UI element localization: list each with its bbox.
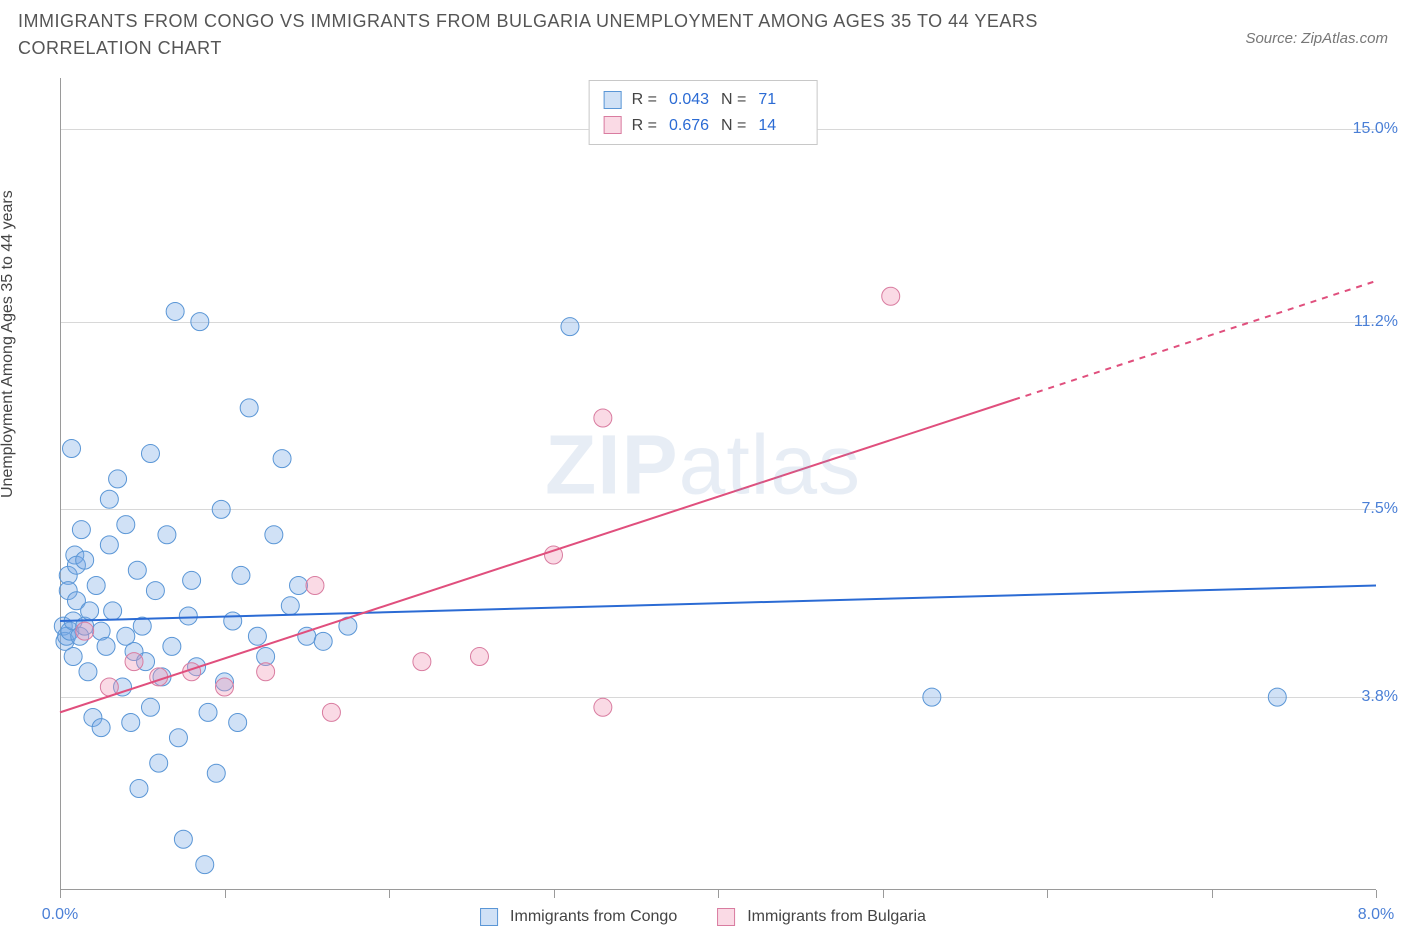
point-bulgaria (470, 648, 488, 666)
y-tick-label: 3.8% (1362, 688, 1398, 706)
point-bulgaria (76, 622, 94, 640)
point-congo (87, 577, 105, 595)
point-congo (81, 602, 99, 620)
point-congo (191, 313, 209, 331)
point-congo (207, 764, 225, 782)
legend-item-bulgaria: Immigrants from Bulgaria (717, 908, 926, 926)
point-congo (141, 698, 159, 716)
trendline-bulgaria-dashed (1014, 281, 1376, 400)
point-congo (229, 714, 247, 732)
trendline-congo (60, 586, 1376, 622)
point-congo (224, 612, 242, 630)
point-bulgaria (257, 663, 275, 681)
point-bulgaria (322, 703, 340, 721)
stat-r-bulgaria: 0.676 (663, 113, 715, 139)
stat-n-bulgaria: 14 (752, 113, 802, 139)
point-congo (561, 318, 579, 336)
point-congo (76, 551, 94, 569)
stats-legend: R = 0.043 N = 71 R = 0.676 N = 14 (589, 80, 818, 145)
point-congo (240, 399, 258, 417)
stat-n-label: N = (721, 113, 746, 139)
point-bulgaria (882, 287, 900, 305)
point-congo (104, 602, 122, 620)
swatch-congo (604, 91, 622, 109)
trendline-bulgaria-solid (60, 400, 1014, 713)
swatch-bulgaria (604, 116, 622, 134)
plot-area: Unemployment Among Ages 35 to 44 years Z… (0, 68, 1406, 930)
series-legend: Immigrants from Congo Immigrants from Bu… (480, 908, 926, 926)
point-congo (109, 470, 127, 488)
x-tick-label: 0.0% (42, 906, 78, 924)
point-congo (199, 703, 217, 721)
point-congo (122, 714, 140, 732)
stat-r-congo: 0.043 (663, 87, 715, 113)
chart-title: IMMIGRANTS FROM CONGO VS IMMIGRANTS FROM… (18, 8, 1118, 62)
point-congo (63, 439, 81, 457)
stats-row-bulgaria: R = 0.676 N = 14 (604, 113, 803, 139)
point-congo (92, 719, 110, 737)
point-congo (166, 302, 184, 320)
stat-n-label: N = (721, 87, 746, 113)
point-congo (100, 490, 118, 508)
point-congo (79, 663, 97, 681)
stat-n-congo: 71 (752, 87, 802, 113)
legend-label-bulgaria: Immigrants from Bulgaria (747, 908, 926, 926)
y-tick-label: 15.0% (1353, 120, 1398, 138)
point-congo (100, 536, 118, 554)
point-congo (174, 830, 192, 848)
point-congo (232, 566, 250, 584)
point-congo (130, 780, 148, 798)
point-congo (290, 577, 308, 595)
point-bulgaria (306, 577, 324, 595)
swatch-congo (480, 908, 498, 926)
legend-item-congo: Immigrants from Congo (480, 908, 677, 926)
point-bulgaria (413, 653, 431, 671)
chart-header: IMMIGRANTS FROM CONGO VS IMMIGRANTS FROM… (0, 0, 1406, 66)
point-congo (163, 637, 181, 655)
point-congo (183, 571, 201, 589)
point-congo (150, 754, 168, 772)
point-congo (97, 637, 115, 655)
stat-r-label: R = (632, 87, 657, 113)
point-congo (169, 729, 187, 747)
scatter-svg (0, 68, 1406, 930)
point-congo (281, 597, 299, 615)
point-congo (1268, 688, 1286, 706)
stats-row-congo: R = 0.043 N = 71 (604, 87, 803, 113)
point-bulgaria (125, 653, 143, 671)
point-bulgaria (150, 668, 168, 686)
point-congo (158, 526, 176, 544)
point-bulgaria (594, 698, 612, 716)
x-tick-label: 8.0% (1358, 906, 1394, 924)
source-credit: Source: ZipAtlas.com (1245, 30, 1388, 47)
point-congo (117, 516, 135, 534)
point-congo (179, 607, 197, 625)
y-tick-label: 7.5% (1362, 500, 1398, 518)
point-congo (923, 688, 941, 706)
point-congo (146, 582, 164, 600)
point-congo (141, 445, 159, 463)
point-congo (212, 500, 230, 518)
point-bulgaria (216, 678, 234, 696)
point-congo (273, 450, 291, 468)
point-congo (64, 648, 82, 666)
point-congo (72, 521, 90, 539)
point-congo (248, 627, 266, 645)
swatch-bulgaria (717, 908, 735, 926)
point-congo (128, 561, 146, 579)
point-bulgaria (594, 409, 612, 427)
point-congo (314, 632, 332, 650)
stat-r-label: R = (632, 113, 657, 139)
y-tick-label: 11.2% (1354, 313, 1398, 331)
legend-label-congo: Immigrants from Congo (510, 908, 677, 926)
point-congo (265, 526, 283, 544)
point-congo (196, 856, 214, 874)
